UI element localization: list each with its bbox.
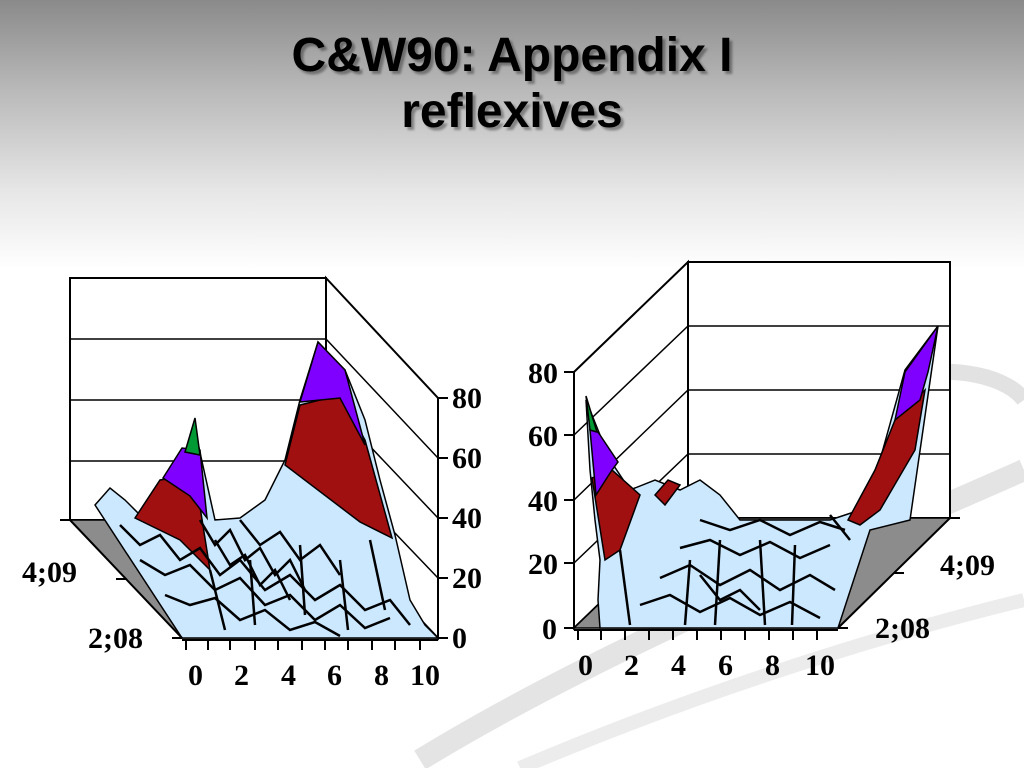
right-z-tick-40: 40 [528,485,558,518]
left-depth-tick-409: 4;09 [22,556,77,589]
left-z-tick-0: 0 [452,622,467,655]
right-x-tick-0: 0 [578,649,593,682]
right-depth-tick-409: 4;09 [940,549,995,582]
left-depth-axis [60,519,183,639]
title-line-2: reflexives [401,85,623,138]
right-surface-mesh [618,514,851,626]
swoosh-stroke-2 [517,593,1024,768]
title-line-1: C&W90: Appendix I [291,29,733,82]
left-surface-mesh [119,519,411,638]
right-depth-axis [837,517,960,629]
left-depth-tick-208: 2;08 [88,622,143,655]
right-z-axis [564,371,575,629]
right-z-tick-60: 60 [528,420,558,453]
left-x-tick-8: 8 [374,659,389,692]
left-z-axis [437,397,448,639]
right-x-tick-8: 8 [765,649,780,682]
right-depth-tick-208: 2;08 [875,612,930,645]
right-surface-green-tip [585,395,599,434]
left-z-tick-60: 60 [452,442,482,475]
left-x-tick-4: 4 [281,659,296,692]
left-x-tick-6: 6 [327,659,342,692]
right-z-tick-0: 0 [542,613,557,646]
left-z-tick-20: 20 [452,562,482,595]
right-x-tick-4: 4 [671,649,686,682]
left-x-tick-2: 2 [234,659,249,692]
right-surface-red-band [591,387,927,562]
left-z-tick-40: 40 [452,502,482,535]
right-x-tick-10: 10 [805,649,835,682]
right-x-tick-2: 2 [624,649,639,682]
left-x-axis [182,639,438,650]
right-x-axis [574,629,838,640]
left-surface-green-tip [184,417,201,456]
left-x-tick-0: 0 [188,659,203,692]
right-surface-base [585,325,939,629]
right-z-tick-80: 80 [528,357,558,390]
left-z-tick-80: 80 [452,382,482,415]
left-surface-purple-band [161,340,366,521]
slide-title: C&W90: Appendix I reflexives [0,28,1024,140]
left-x-tick-10: 10 [410,659,440,692]
right-z-tick-20: 20 [528,548,558,581]
right-x-tick-6: 6 [718,649,733,682]
